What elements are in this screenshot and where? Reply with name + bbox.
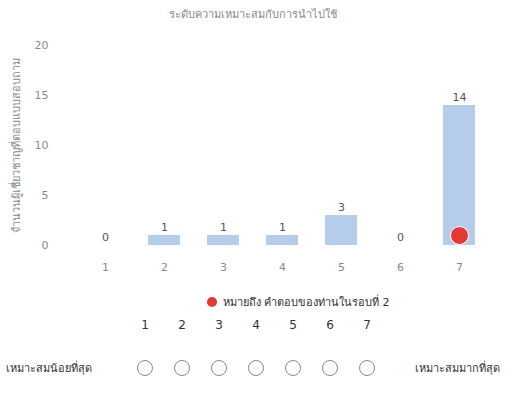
svg-text:1: 1 [220, 221, 227, 234]
html-text:7: 7 [363, 318, 371, 332]
svg-text:1: 1 [279, 221, 286, 234]
html-text:2: 2 [178, 318, 186, 332]
svg-text:1: 1 [161, 221, 168, 234]
svg-text:6: 6 [397, 261, 404, 274]
svg-text:0: 0 [42, 239, 49, 252]
svg-text:5: 5 [42, 189, 49, 202]
svg-text:3: 3 [220, 261, 227, 274]
html-text:6: 6 [326, 318, 334, 332]
svg-text:15: 15 [35, 89, 49, 102]
svg-text:4: 4 [279, 261, 286, 274]
html-text:เหมาะสมน้อยที่สุด: เหมาะสมน้อยที่สุด [6, 362, 92, 375]
html-text:4: 4 [252, 318, 260, 332]
svg-text:5: 5 [338, 261, 345, 274]
svg-text:7: 7 [456, 261, 463, 274]
html-text:3: 3 [215, 318, 223, 332]
svg-text:0: 0 [397, 231, 404, 244]
svg-text:14: 14 [453, 91, 467, 104]
html-text:ระดับความเหมาะสมกับการนำไปใช้: ระดับความเหมาะสมกับการนำไปใช้ [169, 8, 337, 21]
html-text:1: 1 [141, 318, 149, 332]
svg-text:1: 1 [102, 261, 109, 274]
html-text:เหมาะสมมากที่สุด: เหมาะสมมากที่สุด [415, 362, 500, 375]
svg-text:10: 10 [35, 139, 49, 152]
svg-text:0: 0 [102, 231, 109, 244]
html-text:5: 5 [289, 318, 297, 332]
svg-text:2: 2 [161, 261, 168, 274]
svg-text:20: 20 [35, 39, 49, 52]
svg-text:จำนวนผู้เชี่ยวชาญที่ตอบแบบสอบถ: จำนวนผู้เชี่ยวชาญที่ตอบแบบสอบถาม [8, 58, 23, 233]
html-text:หมายถึง คำตอบของท่านในรอบที่ 2: หมายถึง คำตอบของท่านในรอบที่ 2 [222, 296, 390, 309]
svg-text:3: 3 [338, 201, 345, 214]
